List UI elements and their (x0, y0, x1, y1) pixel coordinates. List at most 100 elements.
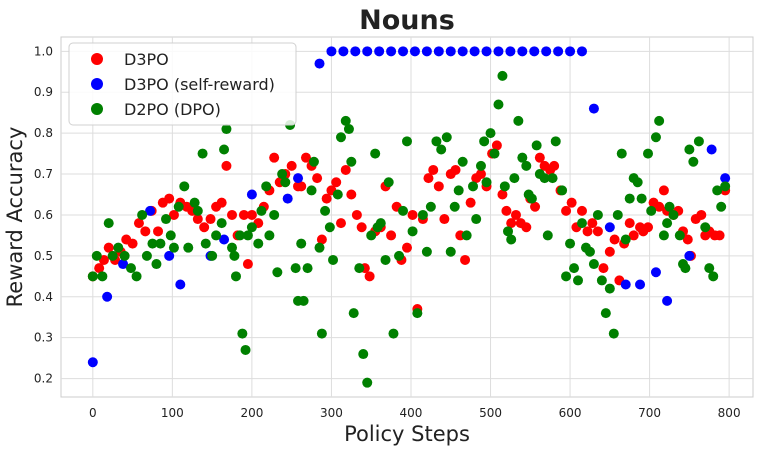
d2po-dpo-point (412, 308, 423, 319)
d3po-point (598, 263, 609, 274)
d2po-dpo-point (421, 246, 432, 257)
d2po-dpo-point (624, 193, 635, 204)
d2po-dpo-point (700, 222, 711, 233)
d2po-dpo-point (612, 209, 623, 220)
d2po-dpo-point (646, 205, 657, 216)
d2po-dpo-point (119, 250, 130, 261)
d2po-dpo-point (636, 193, 647, 204)
d3po-point (460, 254, 471, 265)
d2po-dpo-point (302, 263, 313, 274)
d3po-self-reward-point (505, 46, 516, 57)
d3po-self-reward-point (720, 173, 731, 184)
d2po-dpo-point (151, 259, 162, 270)
d2po-dpo-point (471, 214, 482, 225)
d3po-self-reward-point (87, 357, 98, 368)
d3po-self-reward-point (102, 291, 113, 302)
d3po-point (658, 185, 669, 196)
data-points (87, 46, 731, 388)
d3po-point (199, 222, 210, 233)
d2po-dpo-point (561, 271, 572, 282)
d2po-dpo-point (475, 160, 486, 171)
d3po-point (242, 259, 253, 270)
d2po-dpo-point (402, 136, 412, 147)
d3po-point (566, 197, 577, 208)
d2po-dpo-point (272, 267, 283, 278)
d3po-self-reward-point (338, 46, 349, 57)
d3po-point (296, 181, 307, 192)
d3po-self-reward-point (457, 46, 468, 57)
d2po-dpo-point (237, 328, 248, 339)
d2po-dpo-point (584, 246, 595, 257)
d2po-dpo-point (216, 218, 227, 229)
d2po-dpo-point (168, 242, 179, 253)
d2po-dpo-point (588, 259, 599, 270)
d2po-dpo-point (712, 185, 723, 196)
d2po-dpo-point (506, 234, 517, 245)
d2po-dpo-point (113, 242, 124, 253)
d3po-point (609, 234, 620, 245)
d2po-dpo-point (576, 218, 587, 229)
d2po-dpo-point (316, 328, 327, 339)
x-tick-label: 200 (240, 406, 263, 420)
d2po-dpo-point (620, 234, 631, 245)
d3po-point (221, 160, 232, 171)
d3po-point (94, 263, 105, 274)
d3po-point (331, 177, 342, 188)
d2po-dpo-point (720, 181, 731, 192)
d3po-point (439, 214, 450, 225)
d3po-point (582, 226, 593, 237)
d2po-dpo-point (632, 177, 643, 188)
d3po-point (475, 169, 486, 180)
d2po-dpo-point (453, 185, 464, 196)
d3po-point (696, 209, 707, 220)
d3po-self-reward-point (374, 46, 385, 57)
d2po-dpo-point (668, 209, 679, 220)
d3po-point (340, 164, 351, 175)
d2po-dpo-point (616, 148, 627, 159)
d2po-dpo-point (499, 181, 510, 192)
y-tick-label: 0.8 (34, 126, 53, 140)
d2po-dpo-point (107, 250, 118, 261)
d3po-self-reward-point (684, 250, 695, 261)
d2po-dpo-point (531, 140, 542, 151)
d2po-dpo-point (457, 156, 468, 167)
d2po-dpo-point (221, 124, 232, 135)
d2po-dpo-point (230, 271, 241, 282)
d2po-dpo-point (298, 295, 309, 306)
d3po-self-reward-point (553, 46, 564, 57)
d3po-point (423, 173, 434, 184)
chart-title: Nouns (359, 5, 455, 36)
d2po-dpo-point (197, 148, 208, 159)
d2po-dpo-point (383, 177, 394, 188)
d2po-dpo-point (346, 156, 357, 167)
d2po-dpo-point (362, 377, 373, 388)
d2po-dpo-point (211, 230, 222, 241)
d2po-dpo-point (497, 70, 508, 81)
d2po-dpo-point (87, 271, 98, 282)
legend-marker-d2po-dpo (91, 103, 103, 115)
legend-label-d3po-self-reward: D3PO (self-reward) (124, 75, 275, 94)
d3po-self-reward-point (433, 46, 444, 57)
d2po-dpo-point (569, 263, 580, 274)
d3po-point (643, 222, 654, 233)
d3po-self-reward-point (145, 205, 156, 216)
d3po-self-reward-point (445, 46, 456, 57)
d3po-self-reward-point (398, 46, 409, 57)
x-tick-label: 100 (161, 406, 184, 420)
x-axis-label: Policy Steps (344, 422, 470, 446)
d2po-dpo-point (348, 308, 359, 319)
d2po-dpo-point (708, 271, 719, 282)
d3po-point (316, 234, 327, 245)
d3po-point (164, 193, 175, 204)
d3po-point (450, 164, 461, 175)
y-tick-label: 0.9 (34, 85, 53, 99)
y-tick-label: 0.3 (34, 331, 53, 345)
d2po-dpo-point (436, 144, 447, 155)
d3po-self-reward-point (620, 279, 631, 290)
d2po-dpo-point (445, 246, 456, 257)
d2po-dpo-point (662, 218, 673, 229)
y-tick-label: 1.0 (34, 44, 53, 58)
d3po-point (351, 209, 362, 220)
